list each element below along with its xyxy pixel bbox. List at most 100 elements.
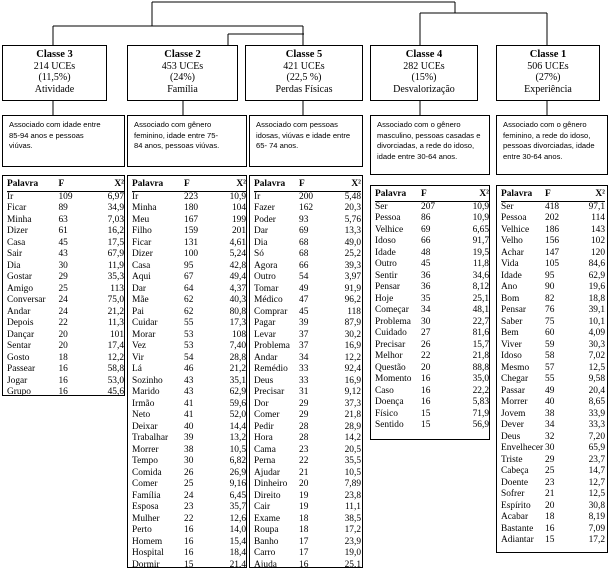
word-frequency-table: Palavra F X² Ir 223 10,9 Minha 180 104 Meu 167 1… xyxy=(132,179,246,568)
word-cell: Pensar xyxy=(501,305,526,315)
word-cell: Direito xyxy=(254,490,281,501)
table-row: Precisar 26 15,7 xyxy=(375,340,489,352)
frequency-cell: 15 xyxy=(184,559,194,568)
word-cell: Chegar xyxy=(501,374,529,384)
chi-square-cell: 22,7 xyxy=(472,316,489,327)
word-cell: Banho xyxy=(254,536,279,547)
chi-square-cell: 10,9 xyxy=(472,201,489,212)
frequency-cell: 28 xyxy=(299,421,309,432)
frequency-cell: 64 xyxy=(184,283,194,294)
frequency-cell: 162 xyxy=(299,203,314,213)
frequency-cell: 418 xyxy=(545,201,560,212)
description-line: idade entre 30-64 anos. xyxy=(377,151,458,161)
word-cell: Trabalhar xyxy=(132,433,169,443)
frequency-cell: 22 xyxy=(58,318,68,328)
word-cell: Ir xyxy=(132,191,139,202)
word-cell: Achar xyxy=(501,247,524,258)
header-frequency: F xyxy=(421,189,427,199)
frequency-cell: 29 xyxy=(299,410,309,420)
chi-square-cell: 13,3 xyxy=(344,226,361,236)
class-percentage: (15%) xyxy=(411,72,437,83)
chi-square-cell: 4,37 xyxy=(229,283,246,294)
table-row: Só 68 25,2 xyxy=(254,249,361,261)
class-label: Experiência xyxy=(524,83,572,95)
class-description-2: Associado com gênero feminino, idade ent… xyxy=(127,115,247,167)
word-frequency-table: Palavra F X² Ir 200 5,48 Fazer 162 20,3 Poder 9… xyxy=(254,179,361,567)
frequency-cell: 30 xyxy=(184,456,194,466)
word-cell: Ir xyxy=(7,191,14,202)
table-row: Doente 23 12,7 xyxy=(501,478,605,490)
chi-square-cell: 20,4 xyxy=(588,385,605,396)
chi-square-cell: 39,1 xyxy=(588,305,605,315)
chi-square-cell: 28,8 xyxy=(229,352,246,363)
table-row: Comer 25 9,16 xyxy=(132,479,246,491)
word-cell: Dançar xyxy=(7,329,35,340)
frequency-cell: 16 xyxy=(545,523,555,534)
table-row: Pagar 39 87,9 xyxy=(254,318,361,330)
chi-square-cell: 18,8 xyxy=(588,293,605,304)
frequency-cell: 31 xyxy=(299,387,309,397)
word-cell: Roupa xyxy=(254,525,279,535)
chi-square-cell: 40,3 xyxy=(229,295,246,305)
table-row: Conversar 24 75,0 xyxy=(7,295,124,307)
frequency-cell: 37 xyxy=(299,341,309,351)
word-cell: Andar xyxy=(7,306,31,317)
class-description-4: Associado com o gênero masculino, pessoa… xyxy=(370,115,490,175)
word-cell: Sentir xyxy=(375,270,398,281)
word-cell: Pagar xyxy=(254,318,276,328)
frequency-cell: 186 xyxy=(545,224,560,235)
frequency-cell: 43 xyxy=(184,387,194,397)
table-row: Adiantar 15 17,2 xyxy=(501,535,605,547)
table-row: Lá 46 21,2 xyxy=(132,364,246,376)
chi-square-cell: 7,40 xyxy=(229,341,246,351)
word-cell: Fazer xyxy=(254,203,275,213)
chi-square-cell: 12,7 xyxy=(588,477,605,488)
frequency-cell: 69 xyxy=(421,224,431,235)
description-line: feminino, idade entre 75- xyxy=(134,130,219,140)
word-cell: Cuidado xyxy=(375,328,407,338)
frequency-cell: 21 xyxy=(299,467,309,478)
frequency-cell: 20 xyxy=(58,341,68,351)
frequency-cell: 36 xyxy=(421,270,431,281)
frequency-cell: 17 xyxy=(299,536,309,547)
chi-square-cell: 20,3 xyxy=(344,203,361,213)
chi-square-cell: 33,9 xyxy=(588,408,605,419)
table-row: Ir 109 6,97 xyxy=(7,191,124,203)
frequency-cell: 54 xyxy=(184,352,194,363)
frequency-cell: 16 xyxy=(58,364,68,374)
class-box-1: Classe 1 506 UCEs (27%) Experiência xyxy=(496,45,600,101)
table-row: Envelhecer 30 65,9 xyxy=(501,443,605,455)
description-line: viúvas. xyxy=(9,141,33,150)
word-cell: Sentido xyxy=(375,420,404,430)
word-cell: Tempo xyxy=(132,456,158,466)
chi-square-cell: 25,2 xyxy=(344,249,361,259)
word-cell: Outro xyxy=(375,259,397,269)
table-row: Precisar 31 9,12 xyxy=(254,387,361,399)
class-title: Classe 1 xyxy=(529,49,567,60)
word-cell: Precisar xyxy=(375,339,406,350)
table-row: Minha 180 104 xyxy=(132,203,246,215)
frequency-cell: 180 xyxy=(184,203,199,213)
table-row: Minha 63 7,03 xyxy=(7,215,124,227)
chi-square-cell: 14,0 xyxy=(229,525,246,535)
chi-square-cell: 25,1 xyxy=(472,293,489,304)
frequency-cell: 22 xyxy=(299,456,309,466)
word-cell: Mulher xyxy=(132,513,160,524)
chi-square-cell: 17,4 xyxy=(107,341,124,351)
word-cell: Problema xyxy=(254,341,290,351)
word-cell: Ficar xyxy=(132,237,152,248)
frequency-cell: 18 xyxy=(299,525,309,535)
word-cell: Jovem xyxy=(501,408,526,419)
word-cell: Pai xyxy=(132,306,144,317)
word-cell: Casa xyxy=(7,237,26,248)
chi-square-cell: 21,4 xyxy=(229,559,246,568)
chi-square-cell: 75,0 xyxy=(107,295,124,305)
word-cell: Adiantar xyxy=(501,535,534,545)
word-cell: Sofrer xyxy=(501,489,525,499)
chi-square-cell: 8,12 xyxy=(472,282,489,292)
word-cell: Dinheiro xyxy=(254,479,288,489)
table-row: Dormir 15 21,4 xyxy=(132,559,246,568)
table-row: Morrer 40 8,65 xyxy=(501,397,605,409)
table-row: Sofrer 21 12,5 xyxy=(501,489,605,501)
header-word: Palavra xyxy=(375,189,407,199)
